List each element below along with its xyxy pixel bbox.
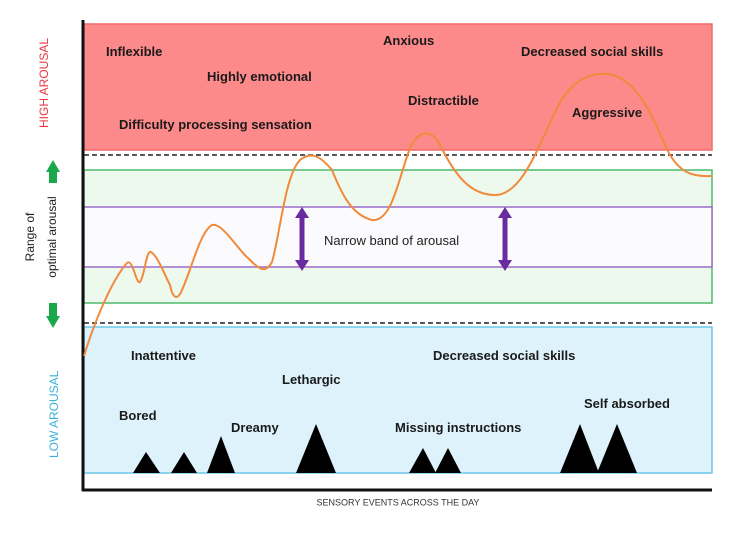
x-axis-label: SENSORY EVENTS ACROSS THE DAY bbox=[317, 497, 480, 507]
label-difficulty-processing: Difficulty processing sensation bbox=[119, 117, 312, 132]
event-triangle bbox=[133, 452, 160, 473]
label-self-absorbed: Self absorbed bbox=[584, 396, 670, 411]
label-decreased-social-low: Decreased social skills bbox=[433, 348, 575, 363]
optimal-label-line1: Range of bbox=[23, 212, 37, 261]
label-aggressive: Aggressive bbox=[572, 105, 642, 120]
high-arousal-label: HIGH AROUSAL bbox=[37, 38, 51, 128]
narrow-band-arrow-right bbox=[498, 207, 512, 271]
sensory-event-markers bbox=[133, 424, 637, 473]
high-arousal-zone bbox=[83, 23, 713, 151]
label-dreamy: Dreamy bbox=[231, 420, 279, 435]
optimal-label-line2: optimal arousal bbox=[45, 196, 59, 277]
narrow-band-label: Narrow band of arousal bbox=[324, 233, 459, 248]
label-inflexible: Inflexible bbox=[106, 44, 162, 59]
label-bored: Bored bbox=[119, 408, 157, 423]
event-triangle bbox=[560, 424, 599, 473]
event-triangle bbox=[597, 424, 637, 473]
label-missing-instructions: Missing instructions bbox=[395, 420, 521, 435]
label-anxious: Anxious bbox=[383, 33, 434, 48]
low-arousal-label: LOW AROUSAL bbox=[47, 370, 61, 458]
event-triangle bbox=[207, 436, 235, 473]
narrow-band bbox=[83, 206, 713, 268]
narrow-band-arrow-left bbox=[295, 207, 309, 271]
label-inattentive: Inattentive bbox=[131, 348, 196, 363]
event-triangle bbox=[409, 448, 436, 473]
arousal-curve bbox=[83, 72, 713, 357]
label-lethargic: Lethargic bbox=[282, 372, 341, 387]
event-triangle bbox=[435, 448, 461, 473]
label-distractible: Distractible bbox=[408, 93, 479, 108]
event-triangle bbox=[296, 424, 336, 473]
label-decreased-social-high: Decreased social skills bbox=[521, 44, 663, 59]
arrow-down-icon bbox=[46, 303, 60, 328]
event-triangle bbox=[171, 452, 197, 473]
label-highly-emotional: Highly emotional bbox=[207, 69, 312, 84]
arrow-up-icon bbox=[46, 160, 60, 183]
